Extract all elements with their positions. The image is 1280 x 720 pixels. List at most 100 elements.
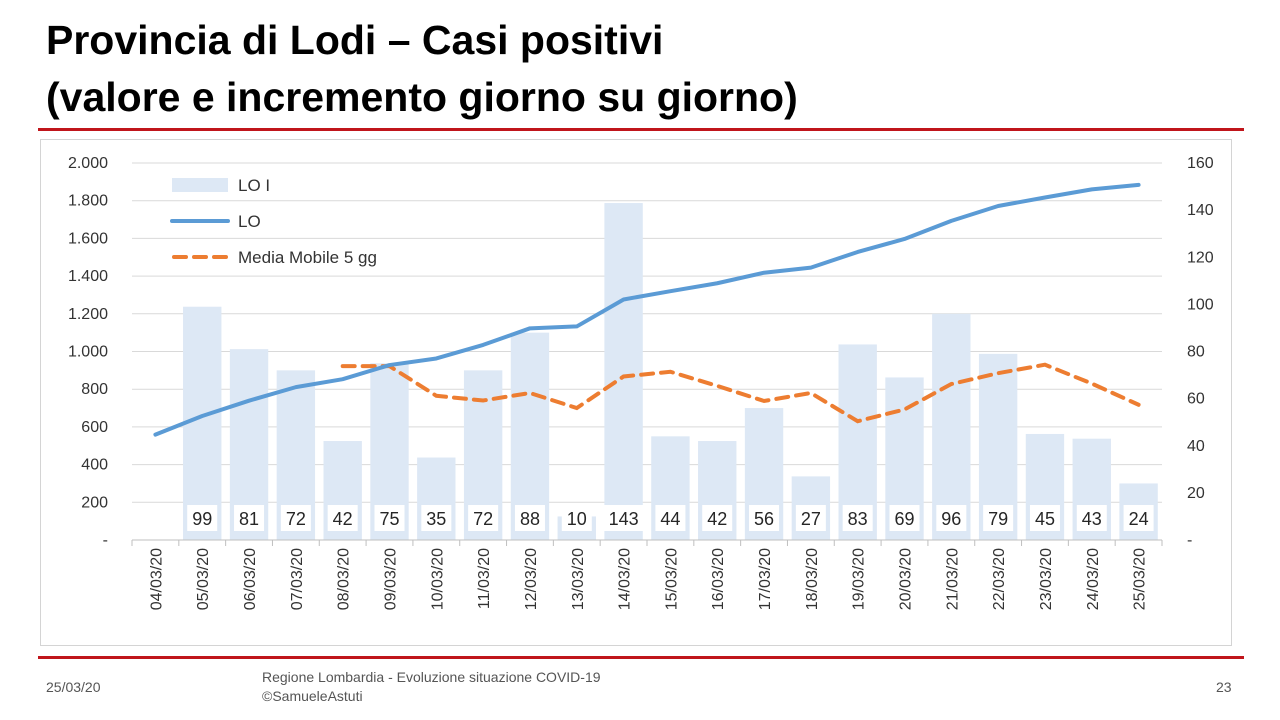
data-label-bg: [1123, 505, 1154, 531]
bar-data-label: 72: [286, 509, 306, 529]
data-label-bg: [936, 505, 967, 531]
y-left-tick-label: 1.000: [68, 344, 108, 361]
data-label-bg: [603, 505, 645, 531]
bar-data-label: 42: [707, 509, 727, 529]
y-left-tick-label: 800: [81, 381, 108, 398]
x-tick-label: 10/03/20: [429, 548, 446, 610]
x-tick-label: 13/03/20: [570, 548, 587, 610]
bar-data-label: 72: [473, 509, 493, 529]
legend-label-moving-average: Media Mobile 5 gg: [238, 248, 377, 267]
x-tick-label: 04/03/20: [148, 548, 165, 610]
y-right-tick-label: -: [1187, 532, 1192, 549]
bar-data-label: 56: [754, 509, 774, 529]
slide-title: Provincia di Lodi – Casi positivi (valor…: [46, 12, 798, 126]
total-cases-line: [153, 182, 1141, 437]
data-label-bg: [234, 505, 265, 531]
moving-average-line: [340, 362, 1141, 424]
legend-label-line: LO: [238, 212, 261, 231]
bar-data-label: 79: [988, 509, 1008, 529]
bar-data-label: 27: [801, 509, 821, 529]
data-label-bg: [655, 505, 686, 531]
data-label-bg: [702, 505, 733, 531]
x-tick-label: 07/03/20: [289, 548, 306, 610]
bar-data-label: 81: [239, 509, 259, 529]
y-right-tick-label: 60: [1187, 391, 1205, 408]
x-tick-label: 24/03/20: [1085, 548, 1102, 610]
bar-data-label: 96: [941, 509, 961, 529]
bar-data-label: 44: [660, 509, 680, 529]
data-label-bg: [1076, 505, 1107, 531]
legend-swatch-bars: [172, 178, 228, 192]
bar-data-label: 45: [1035, 509, 1055, 529]
data-label-bg: [889, 505, 920, 531]
y-left-tick-label: 600: [81, 419, 108, 436]
y-left-tick-label: 1.400: [68, 268, 108, 285]
bar-data-label: 42: [333, 509, 353, 529]
y-left-tick-label: 2.000: [68, 155, 108, 172]
y-left-tick-label: 1.800: [68, 193, 108, 210]
bar-data-label: 24: [1129, 509, 1149, 529]
page-number: 23: [1216, 679, 1232, 695]
x-tick-label: 15/03/20: [663, 548, 680, 610]
y-left-tick-label: -: [103, 532, 108, 549]
x-tick-label: 05/03/20: [195, 548, 212, 610]
x-tick-label: 14/03/20: [617, 548, 634, 610]
x-tick-label: 21/03/20: [944, 548, 961, 610]
y-left-tick-label: 1.600: [68, 230, 108, 247]
x-tick-label: 09/03/20: [383, 548, 400, 610]
x-tick-label: 20/03/20: [898, 548, 915, 610]
data-label-bg: [327, 505, 358, 531]
y-left-tick-label: 1.200: [68, 306, 108, 323]
y-right-tick-label: 80: [1187, 344, 1205, 361]
bar: [604, 203, 643, 540]
data-label-bg: [749, 505, 780, 531]
data-label-bg: [468, 505, 499, 531]
y-right-tick-label: 100: [1187, 296, 1214, 313]
bar-data-label: 43: [1082, 509, 1102, 529]
x-tick-label: 19/03/20: [851, 548, 868, 610]
bar-data-label: 99: [192, 509, 212, 529]
bar-data-label: 69: [894, 509, 914, 529]
y-right-tick-label: 120: [1187, 249, 1214, 266]
x-tick-label: 18/03/20: [804, 548, 821, 610]
title-line-1: Provincia di Lodi – Casi positivi: [46, 17, 664, 63]
data-label-bg: [795, 505, 826, 531]
footer-date: 25/03/20: [46, 679, 101, 695]
data-label-bg: [514, 505, 545, 531]
x-tick-label: 06/03/20: [242, 548, 259, 610]
data-label-bg: [187, 505, 218, 531]
data-label-bg: [1029, 505, 1060, 531]
x-tick-label: 22/03/20: [991, 548, 1008, 610]
y-right-tick-label: 20: [1187, 485, 1205, 502]
x-tick-label: 25/03/20: [1132, 548, 1149, 610]
bar-data-label: 10: [567, 509, 587, 529]
bar: [932, 313, 971, 540]
data-label-bg: [421, 505, 452, 531]
data-label-bg: [374, 505, 405, 531]
data-label-bg: [280, 505, 311, 531]
y-right-tick-label: 40: [1187, 438, 1205, 455]
y-right-tick-label: 160: [1187, 155, 1214, 172]
x-tick-label: 16/03/20: [710, 548, 727, 610]
x-tick-label: 08/03/20: [336, 548, 353, 610]
y-left-tick-label: 200: [81, 494, 108, 511]
data-label-bg: [561, 505, 592, 531]
footer-source-block: Regione Lombardia - Evoluzione situazion…: [262, 668, 601, 706]
x-tick-label: 11/03/20: [476, 548, 493, 609]
bar-data-label: 83: [848, 509, 868, 529]
chart-frame: [40, 139, 1232, 646]
bar-data-label: 35: [426, 509, 446, 529]
footer-author: ©SamueleAstuti: [262, 688, 363, 704]
legend-label-bars: LO I: [238, 176, 270, 195]
y-right-tick-label: 140: [1187, 202, 1214, 219]
bar-data-label: 143: [609, 509, 639, 529]
y-left-tick-label: 400: [81, 457, 108, 474]
bar: [183, 306, 222, 540]
bar-data-label: 75: [379, 509, 399, 529]
x-tick-label: 17/03/20: [757, 548, 774, 610]
title-line-2: (valore e incremento giorno su giorno): [46, 74, 798, 120]
bottom-divider: [38, 656, 1244, 659]
data-label-bg: [842, 505, 873, 531]
footer-source: Regione Lombardia - Evoluzione situazion…: [262, 669, 601, 685]
